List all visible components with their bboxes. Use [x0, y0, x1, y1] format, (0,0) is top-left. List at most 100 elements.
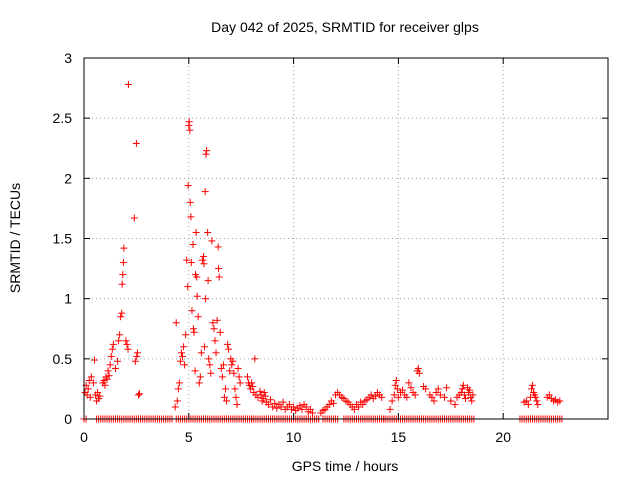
data-point — [248, 379, 256, 387]
data-point — [209, 319, 217, 327]
data-point — [532, 393, 540, 401]
data-point — [430, 397, 438, 405]
data-point — [173, 397, 181, 405]
data-point — [243, 373, 251, 381]
data-point — [175, 379, 183, 387]
data-point — [180, 343, 188, 351]
data-point — [94, 389, 102, 397]
data-point — [187, 259, 195, 267]
data-point — [133, 349, 141, 357]
data-point — [184, 283, 192, 291]
data-point — [214, 243, 222, 251]
data-point — [434, 385, 442, 393]
data-point — [205, 355, 213, 363]
data-point — [355, 403, 363, 411]
data-point — [298, 405, 306, 413]
data-point — [130, 214, 138, 222]
data-point — [436, 391, 444, 399]
data-point — [105, 372, 113, 380]
data-point — [256, 387, 264, 395]
y-tick-label: 0.5 — [53, 351, 73, 367]
data-point — [101, 381, 109, 389]
data-point — [399, 386, 407, 394]
data-point — [87, 373, 95, 381]
data-point — [350, 405, 358, 413]
y-tick-label: 2 — [64, 170, 72, 186]
x-axis-label: GPS time / hours — [292, 458, 399, 474]
y-tick-label: 1.5 — [53, 231, 73, 247]
data-point — [447, 397, 455, 405]
data-point — [188, 307, 196, 315]
data-point — [267, 396, 275, 404]
data-point — [104, 367, 112, 375]
plot-frame — [83, 57, 609, 420]
data-point — [215, 273, 223, 281]
data-point — [198, 256, 206, 264]
data-point — [172, 319, 180, 327]
data-point — [185, 118, 193, 126]
data-point — [109, 340, 117, 348]
data-point — [206, 361, 214, 369]
data-point — [225, 345, 233, 353]
data-point — [231, 385, 239, 393]
data-point — [388, 397, 396, 405]
data-point — [124, 345, 132, 353]
data-point — [100, 376, 108, 384]
data-point — [201, 343, 209, 351]
data-point — [184, 182, 192, 190]
y-tick-label: 1 — [64, 291, 72, 307]
data-point — [371, 392, 379, 400]
x-tick-label: 20 — [495, 429, 511, 445]
data-point — [189, 325, 197, 333]
data-point — [411, 391, 419, 399]
data-point — [192, 228, 200, 236]
chart-title: Day 042 of 2025, SRMTID for receiver glp… — [211, 19, 479, 35]
data-point — [103, 375, 111, 383]
data-point — [190, 328, 198, 336]
data-point — [441, 393, 449, 401]
data-point — [134, 391, 142, 399]
data-point — [181, 361, 189, 369]
data-point — [229, 357, 237, 365]
data-point — [224, 340, 232, 348]
data-point — [211, 337, 219, 345]
data-point — [451, 401, 459, 409]
data-point — [556, 397, 564, 405]
data-point — [186, 198, 194, 206]
data-point — [186, 126, 194, 134]
data-point — [443, 384, 451, 392]
data-point — [524, 401, 532, 409]
data-point — [415, 369, 423, 377]
data-point — [84, 385, 92, 393]
data-point — [403, 393, 411, 401]
x-tick-label: 5 — [185, 429, 193, 445]
data-point — [117, 313, 125, 321]
data-point — [119, 271, 127, 279]
data-point — [199, 253, 207, 261]
data-point — [527, 385, 535, 393]
data-point — [182, 331, 190, 339]
data-point — [378, 393, 386, 401]
data-point — [196, 373, 204, 381]
data-point — [393, 385, 401, 393]
data-point — [174, 385, 182, 393]
data-point — [220, 393, 228, 401]
data-point — [414, 364, 422, 372]
data-point — [458, 385, 466, 393]
data-point — [432, 389, 440, 397]
data-point — [200, 260, 208, 268]
x-tick-label: 10 — [286, 429, 302, 445]
data-point — [391, 381, 399, 389]
data-point — [359, 401, 367, 409]
y-tick-label: 2.5 — [53, 110, 73, 126]
data-point — [212, 349, 220, 357]
data-point — [251, 355, 259, 363]
data-point — [407, 384, 415, 392]
data-point — [183, 256, 191, 264]
data-point — [203, 147, 211, 155]
data-point — [191, 367, 199, 375]
data-point — [108, 345, 116, 353]
data-points — [80, 80, 566, 423]
x-tick-label: 0 — [80, 429, 88, 445]
